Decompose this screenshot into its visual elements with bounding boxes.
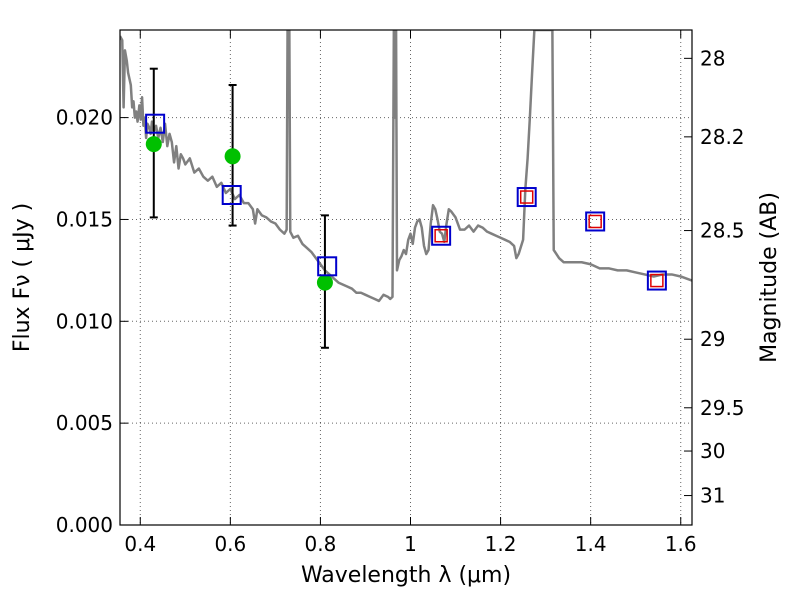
errorbar-layer — [149, 67, 329, 349]
x-tick-label: 1.2 — [485, 532, 517, 556]
mag-tick-label: 31 — [700, 484, 725, 508]
model-boxes-layer — [145, 113, 667, 291]
model-flux-square — [646, 270, 667, 291]
mag-tick-label: 28.2 — [700, 125, 745, 149]
ticks — [120, 30, 692, 526]
predicted-flux-square — [519, 190, 534, 204]
y-tick-label: 0.020 — [56, 106, 113, 130]
model-flux-square — [317, 256, 338, 277]
x-tick-label: 0.6 — [214, 532, 246, 556]
template-sed-layer — [120, 30, 692, 303]
template-sed-line — [120, 30, 692, 303]
tick-labels: 0.4 0.6 0.8 1 1.2 1.4 1.6 0.000 0.005 0.010 0.015 0… — [56, 46, 745, 556]
mag-tick-label: 28 — [700, 46, 725, 70]
y-tick-label: 0.015 — [56, 207, 113, 231]
model-flux-square — [431, 225, 452, 246]
x-tick-label: 1 — [404, 532, 417, 556]
mag-tick-label: 29 — [700, 327, 725, 351]
plot-frame — [119, 29, 693, 526]
mag-tick-label: 30 — [700, 439, 725, 463]
x-tick-label: 0.8 — [305, 532, 337, 556]
grid — [120, 30, 692, 525]
model-flux-square — [221, 185, 242, 205]
x-tick-label: 0.4 — [124, 532, 156, 556]
model-flux-square — [516, 187, 537, 208]
predicted-flux-square — [434, 228, 448, 243]
y-axis-title: Flux Fν ( μJy ) — [10, 203, 35, 352]
y-tick-label: 0.010 — [56, 309, 113, 333]
model-flux-square — [145, 113, 166, 134]
observed-points-layer — [145, 136, 333, 291]
y2-axis-title: Magnitude (AB) — [757, 192, 782, 363]
observed-point — [224, 148, 241, 165]
x-tick-label: 1.4 — [575, 532, 607, 556]
mag-tick-label: 28.5 — [700, 219, 745, 243]
predicted-flux-square — [650, 273, 664, 288]
model-flux-square — [585, 211, 606, 232]
y-tick-label: 0.005 — [56, 411, 113, 435]
observed-point — [145, 136, 162, 153]
observed-point — [316, 274, 333, 291]
x-axis-title: Wavelength λ (μm) — [301, 563, 511, 588]
y-tick-label: 0.000 — [56, 513, 113, 537]
predicted-flux-square — [588, 214, 602, 229]
x-tick-label: 1.6 — [665, 532, 697, 556]
mag-tick-label: 29.5 — [700, 396, 745, 420]
